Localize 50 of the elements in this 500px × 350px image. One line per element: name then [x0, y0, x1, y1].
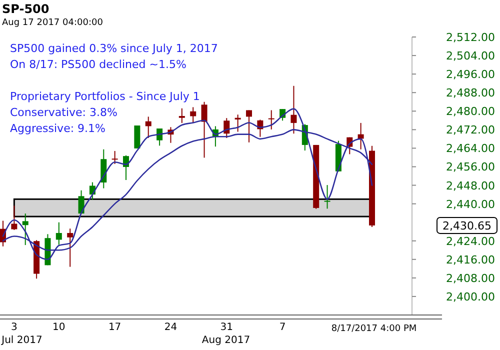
annotation: Proprietary Portfolios - Since July 1 [10, 90, 200, 103]
annotation: Conservative: 3.8% [10, 106, 118, 119]
candlestick [156, 128, 163, 146]
text: Aug 2017 [202, 335, 250, 346]
x-tick-label: 31 [220, 322, 234, 333]
text: 2,430.65 [442, 219, 492, 232]
y-tick-label: 2,504.00 [446, 50, 495, 63]
candlestick [201, 101, 208, 158]
candlestick [358, 122, 364, 150]
chart-title: SP-500 [2, 2, 50, 16]
candlestick [56, 222, 62, 246]
candlestick [11, 205, 18, 230]
x-tick-label: 7 [279, 322, 286, 333]
y-tick-label: 2,424.00 [446, 234, 495, 248]
annotation: SP500 gained 0.3% since July 1, 2017 [10, 42, 218, 55]
annotation: Aggressive: 9.1% [10, 122, 106, 135]
candlestick [178, 108, 185, 124]
candlestick [234, 114, 241, 132]
candlestick [246, 110, 252, 143]
x-tick-label: 3 [10, 322, 18, 333]
candlestick [290, 85, 297, 134]
y-tick-label: 2,416.00 [446, 253, 495, 266]
x-tick-label: 10 [52, 322, 66, 333]
candlestick [224, 118, 230, 139]
y-tick-label: 2,496.00 [446, 68, 495, 82]
y-tick-label: 2,440.00 [446, 198, 495, 211]
candlestick [145, 116, 152, 139]
candlestick [268, 110, 274, 130]
candlestick [134, 124, 140, 149]
candlestick [190, 106, 196, 124]
y-tick-label: 2,408.00 [446, 272, 495, 285]
candlestick [67, 228, 74, 268]
y-tick-label: 2,456.00 [446, 160, 495, 174]
y-tick-label: 2,488.00 [446, 86, 495, 100]
candlestick [324, 184, 330, 210]
x-tick-label: 17 [108, 322, 122, 333]
candlestick [112, 150, 118, 164]
chart-subtitle: Aug 17 2017 04:00:00 [2, 18, 104, 28]
y-tick-label: 2,480.00 [446, 105, 495, 118]
x-axis-title: 8/17/2017 4:00 PM [331, 324, 417, 334]
y-tick-label: 2,400.00 [446, 290, 495, 304]
y-tick-label: 2,512.00 [446, 31, 495, 44]
candlestick [22, 213, 28, 246]
text: Jul 2017 [0, 335, 42, 346]
y-tick-label: 2,448.00 [446, 179, 495, 192]
y-tick-label: 2,464.00 [446, 142, 495, 156]
annotation: On 8/17: PS500 declined ~1.5% [10, 58, 186, 71]
x-tick-label: 24 [164, 322, 178, 333]
y-tick-label: 2,472.00 [446, 124, 495, 137]
candlestick [100, 148, 107, 189]
